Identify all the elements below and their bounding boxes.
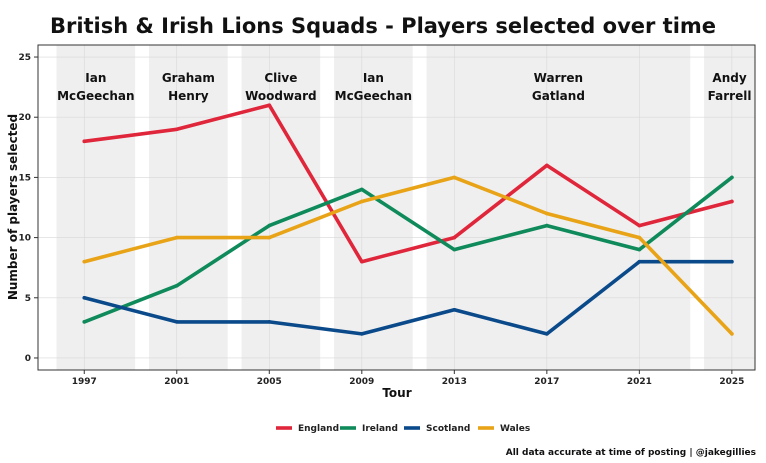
coach-label: Farrell [708,89,752,103]
x-tick-label: 2017 [534,377,559,387]
y-tick-label: 5 [25,294,31,304]
data-point [174,235,179,240]
coach-label: Graham [162,71,215,85]
data-point [545,163,549,168]
y-tick-labels: 0 5 10 15 20 25 [18,53,38,364]
chart-title: British & Irish Lions Squads - Players s… [50,14,716,38]
data-point [452,247,457,252]
legend: England Ireland Scotland Wales [276,424,530,434]
y-tick-label: 25 [18,53,31,63]
data-point [452,175,457,180]
data-point [545,332,549,336]
data-point [82,320,87,324]
series-line-wales [82,175,734,336]
data-point [637,247,642,252]
data-point [637,235,642,240]
coach-label: Andy [712,71,746,85]
data-point [360,187,364,192]
data-point [267,235,272,240]
data-point [267,320,272,324]
series-line-scotland [82,259,734,336]
data-point [267,223,272,228]
data-point [360,332,364,336]
data-point [730,332,734,336]
data-point [730,259,734,264]
coach-label: Warren [534,71,583,85]
y-tick-label: 10 [18,234,31,244]
data-point [545,223,549,228]
data-point [174,127,179,132]
legend-label: England [298,424,339,434]
coach-label: Clive [264,71,297,85]
coach-label: Ian [85,71,106,85]
series-lines [82,103,734,336]
data-point [360,259,364,264]
series-line-ireland [82,175,734,324]
x-tick-label: 2005 [257,377,282,387]
plot-frame [37,44,756,371]
data-point [452,308,457,312]
coach-label: Gatland [532,89,585,103]
data-point [174,320,179,324]
data-point [637,259,642,264]
data-point [545,211,549,216]
coach-label: Henry [168,89,209,103]
legend-label: Ireland [362,424,398,434]
y-tick-label: 0 [25,354,31,364]
data-point [637,223,642,228]
x-tick-label: 2001 [164,377,189,387]
caption: All data accurate at time of posting | @… [506,448,756,458]
data-point [360,199,364,204]
legend-label: Wales [500,424,530,434]
x-tick-label: 2013 [442,377,467,387]
x-tick-label: 2009 [349,377,374,387]
x-tick-label: 2025 [719,377,744,387]
x-tick-labels: 1997 2001 2005 2009 2013 2017 2021 2025 [72,370,744,387]
x-axis-label: Tour [382,386,411,400]
coach-labels: Ian McGeechan Graham Henry Clive Woodward Ian M… [57,71,751,103]
data-point [174,283,179,288]
coach-label: McGeechan [57,89,134,103]
y-tick-label: 15 [18,173,31,183]
data-point [82,139,87,144]
data-point [452,235,457,240]
series-line-england [82,103,734,264]
data-point [82,295,87,300]
data-point [267,103,272,107]
coach-label: Woodward [245,89,317,103]
y-tick-label: 20 [18,113,31,123]
x-tick-label: 2021 [627,377,652,387]
coach-label: Ian [363,71,384,85]
coach-label: McGeechan [335,89,412,103]
y-axis-label: Number of players selected [6,114,20,300]
grid-lines [38,45,755,370]
coach-band [149,45,228,370]
data-point [730,199,734,204]
legend-label: Scotland [426,424,470,434]
data-point [730,175,734,180]
data-point [82,259,87,264]
coach-band [241,45,321,370]
x-tick-label: 1997 [72,377,97,387]
